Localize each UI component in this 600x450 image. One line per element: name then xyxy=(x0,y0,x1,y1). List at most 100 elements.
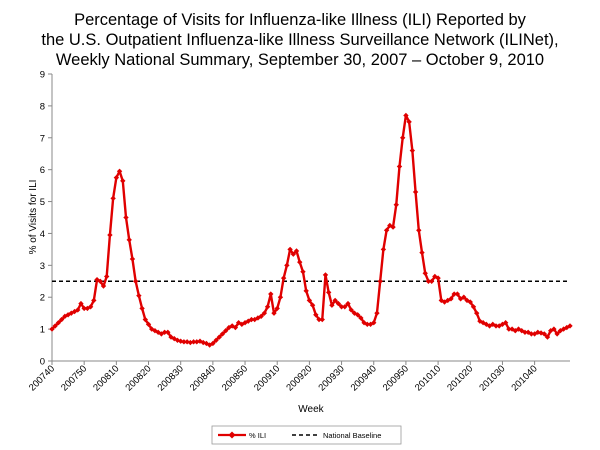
ili-data-point xyxy=(371,320,377,326)
ili-data-point xyxy=(345,300,351,307)
ili-data-point xyxy=(277,294,284,300)
ili-data-point xyxy=(332,297,338,304)
ili-series-markers xyxy=(49,112,573,348)
ili-data-point xyxy=(422,270,428,276)
ili-data-point xyxy=(165,329,171,335)
ili-data-point xyxy=(120,178,126,184)
x-tick-label: 200940 xyxy=(349,363,379,393)
x-axis-label: Week xyxy=(298,404,324,415)
y-tick-label: 9 xyxy=(40,70,45,81)
ili-data-point xyxy=(123,214,129,221)
chart-title-line-3: Weekly National Summary, September 30, 2… xyxy=(56,51,544,69)
ili-data-point xyxy=(113,174,120,181)
ili-data-point xyxy=(322,272,329,278)
x-tick-label: 200750 xyxy=(59,363,89,393)
ili-data-point xyxy=(390,224,396,230)
ili-data-point xyxy=(132,278,139,284)
x-tick-label: 200950 xyxy=(381,363,411,393)
ili-data-point xyxy=(129,256,136,262)
ili-data-point xyxy=(287,246,293,253)
ili-data-point xyxy=(126,237,132,243)
ili-data-point xyxy=(280,275,287,281)
legend: % ILI National Baseline xyxy=(211,425,402,445)
ili-data-point xyxy=(393,202,399,208)
x-tick-label: 201030 xyxy=(477,363,507,393)
chart-title-line-1: Percentage of Visits for Influenza-like … xyxy=(74,11,527,29)
ili-data-point xyxy=(506,326,512,332)
ili-data-point xyxy=(313,312,319,318)
y-tick-label: 4 xyxy=(40,229,45,240)
chart-title-line-2: the U.S. Outpatient Influenza-like Illne… xyxy=(41,31,558,49)
ili-data-point xyxy=(383,227,390,233)
ili-data-point xyxy=(412,189,419,195)
legend-ili-marker xyxy=(228,431,236,439)
ili-data-point xyxy=(181,339,187,345)
ili-data-point xyxy=(300,269,306,275)
ili-data-point xyxy=(419,249,425,256)
ili-series-line xyxy=(51,114,571,347)
x-tick-label: 201020 xyxy=(445,363,475,393)
x-tick-label: 200740 xyxy=(27,363,57,393)
y-axis-label: % of Visits for ILI xyxy=(28,180,39,255)
plot-area: 0 1 2 3 4 5 6 7 8 9 200740 200750 200810 200820 20083… xyxy=(27,70,573,394)
y-tick-label: 8 xyxy=(40,101,45,112)
x-tick-label: 201010 xyxy=(413,363,443,393)
ili-data-point xyxy=(319,316,325,323)
ili-data-point xyxy=(223,328,229,334)
ili-data-point xyxy=(409,147,416,154)
ili-data-point xyxy=(416,227,422,233)
x-tick-label: 200850 xyxy=(220,363,250,393)
ili-data-point xyxy=(136,292,142,299)
ili-data-point xyxy=(380,246,387,253)
y-tick-label: 7 xyxy=(40,133,45,144)
legend-ili-label: % ILI xyxy=(249,431,266,440)
y-tick-label: 2 xyxy=(40,293,45,304)
ili-data-point xyxy=(271,310,277,316)
y-tick-label: 5 xyxy=(40,197,45,208)
x-tick-label: 200920 xyxy=(284,363,314,393)
y-axis-ticks: 0 1 2 3 4 5 6 7 8 9 xyxy=(40,70,52,368)
x-tick-label: 200840 xyxy=(188,363,218,393)
ili-data-point xyxy=(400,135,406,141)
ili-data-point xyxy=(528,331,535,337)
ili-data-point xyxy=(274,305,280,312)
ili-data-point xyxy=(258,313,264,320)
ili-data-point xyxy=(502,320,509,326)
ili-data-point xyxy=(396,163,403,170)
ili-data-point xyxy=(78,300,84,307)
ili-data-point xyxy=(293,248,300,254)
y-tick-label: 3 xyxy=(40,261,45,272)
y-tick-label: 6 xyxy=(40,165,45,176)
ili-data-point xyxy=(335,300,342,307)
ili-data-point xyxy=(107,232,113,238)
ili-data-point xyxy=(110,195,116,202)
y-tick-label: 0 xyxy=(40,357,45,368)
ili-data-point xyxy=(306,297,313,304)
ili-data-point xyxy=(284,262,290,269)
x-tick-label: 201040 xyxy=(510,363,540,393)
ili-data-point xyxy=(261,310,268,316)
ili-data-point xyxy=(326,289,332,296)
ili-data-point xyxy=(451,291,457,297)
ili-data-point xyxy=(268,291,274,297)
legend-baseline-label: National Baseline xyxy=(323,431,381,440)
x-tick-label: 200820 xyxy=(123,363,153,393)
ili-data-point xyxy=(210,340,216,347)
x-tick-label: 200930 xyxy=(316,363,346,393)
x-tick-label: 200810 xyxy=(91,363,121,393)
chart-title: Percentage of Visits for Influenza-like … xyxy=(41,11,558,69)
ili-data-point xyxy=(493,323,499,329)
ili-data-point xyxy=(248,316,255,323)
y-tick-label: 1 xyxy=(40,325,45,336)
ili-data-point xyxy=(52,323,58,329)
x-tick-label: 200830 xyxy=(156,363,186,393)
ili-data-point xyxy=(139,305,145,312)
x-tick-label: 200910 xyxy=(252,363,282,393)
ili-data-point xyxy=(567,323,573,329)
ili-data-point xyxy=(329,302,335,308)
x-axis-ticks: 200740 200750 200810 200820 200830 200840 2008… xyxy=(27,361,540,394)
ili-data-point xyxy=(213,337,219,343)
ili-data-point xyxy=(142,316,148,323)
ili-data-point xyxy=(377,278,383,284)
